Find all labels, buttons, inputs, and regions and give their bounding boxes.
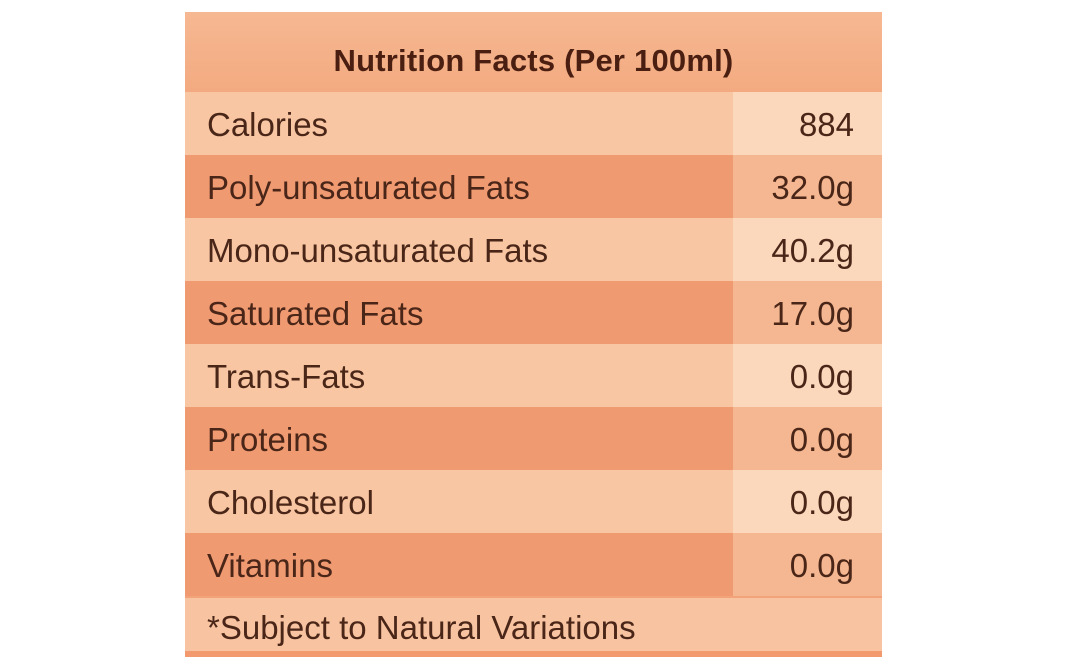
nutrition-row-cholesterol: Cholesterol 0.0g: [185, 470, 882, 533]
nutrient-name: Poly-unsaturated Fats: [185, 155, 733, 218]
nutrient-value: 0.0g: [733, 470, 882, 533]
nutrient-name: Calories: [185, 92, 733, 155]
nutrition-row-saturated-fats: Saturated Fats 17.0g: [185, 281, 882, 344]
nutrient-value: 0.0g: [733, 344, 882, 407]
nutrient-value: 32.0g: [733, 155, 882, 218]
nutrient-value: 884: [733, 92, 882, 155]
nutrient-name: Mono-unsaturated Fats: [185, 218, 733, 281]
nutrition-row-poly-unsaturated-fats: Poly-unsaturated Fats 32.0g: [185, 155, 882, 218]
nutrition-facts-title: Nutrition Facts (Per 100ml): [185, 12, 882, 92]
nutrient-name: Cholesterol: [185, 470, 733, 533]
nutrition-row-proteins: Proteins 0.0g: [185, 407, 882, 470]
nutrient-value: 0.0g: [733, 533, 882, 596]
nutrition-row-trans-fats: Trans-Fats 0.0g: [185, 344, 882, 407]
nutrient-value: 0.0g: [733, 407, 882, 470]
nutrition-facts-panel: Nutrition Facts (Per 100ml) Calories 884…: [185, 12, 882, 657]
nutrition-row-calories: Calories 884: [185, 92, 882, 155]
nutrient-name: Vitamins: [185, 533, 733, 596]
nutrition-row-mono-unsaturated-fats: Mono-unsaturated Fats 40.2g: [185, 218, 882, 281]
nutrition-row-vitamins: Vitamins 0.0g: [185, 533, 882, 596]
nutrient-name: Trans-Fats: [185, 344, 733, 407]
bottom-border: [185, 651, 882, 657]
nutrient-value: 17.0g: [733, 281, 882, 344]
nutrient-name: Saturated Fats: [185, 281, 733, 344]
nutrient-value: 40.2g: [733, 218, 882, 281]
nutrient-name: Proteins: [185, 407, 733, 470]
footnote: *Subject to Natural Variations: [185, 598, 882, 657]
